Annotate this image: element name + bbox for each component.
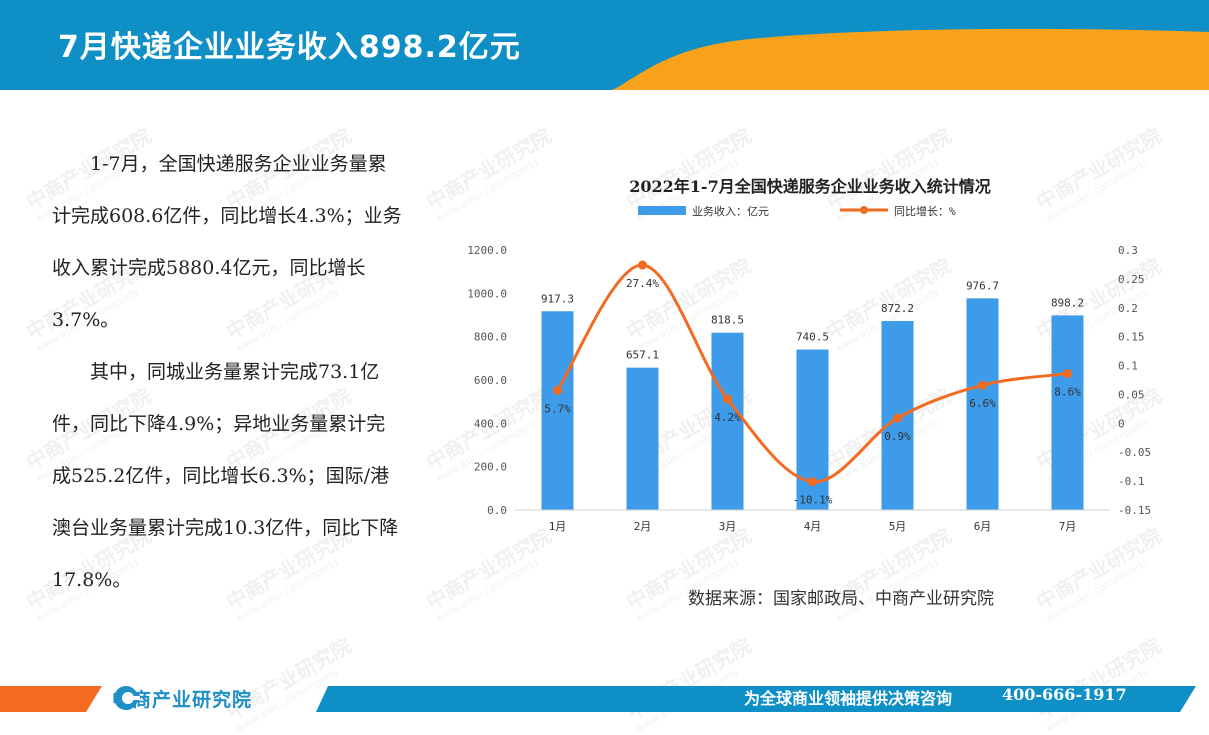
combo-chart: 业务收入：亿元 同比增长：% 0.0 200.0 400.0 600.0 800.0 1000… (467, 204, 1151, 533)
legend-label-bar: 业务收入：亿元 (692, 204, 769, 218)
summary-paragraph-1: 1-7月，全国快递服务企业业务量累计完成608.6亿件，同比增长4.3%；业务收… (52, 153, 402, 331)
x-tick-label: 3月 (719, 520, 737, 533)
growth-point-2 (638, 260, 647, 270)
header-background (0, 0, 1209, 90)
bar-value-label: 818.5 (711, 314, 744, 327)
y-right-tick-label: 0 (1118, 417, 1125, 430)
growth-point-1 (553, 385, 562, 395)
x-tick-label: 4月 (804, 520, 822, 533)
y-left-tick-label: 600.0 (474, 374, 507, 387)
footer-slogan: 为全球商业领袖提供决策咨询 (744, 689, 953, 708)
bar-value-label: 976.7 (966, 279, 999, 292)
y-right-tick-label: 0.3 (1118, 244, 1138, 257)
y-right-tick-label: 0.1 (1118, 360, 1138, 373)
chart-title: 2022年1-7月全国快递服务企业业务收入统计情况 (629, 177, 991, 196)
growth-point-6 (978, 380, 987, 390)
y-right-tick-label: 0.25 (1118, 273, 1145, 286)
company-logo: 中商产业研究院 (112, 684, 252, 712)
footer-phone: 400-666-1917 (1002, 685, 1127, 704)
bar-value-label: 657.1 (626, 349, 659, 362)
x-tick-label: 1月 (549, 520, 567, 533)
bar-6 (966, 298, 999, 510)
y-left-tick-label: 1200.0 (467, 244, 507, 257)
logo-icon (114, 686, 140, 710)
growth-value-label: 27.4% (626, 277, 659, 290)
growth-value-label: 6.6% (969, 397, 996, 410)
legend-label-line: 同比增长：% (894, 204, 956, 218)
y-right-tick-label: -0.05 (1118, 446, 1151, 459)
summary-text: 1-7月，全国快递服务企业业务量累计完成608.6亿件，同比增长4.3%；业务收… (52, 138, 404, 606)
bar-2 (626, 367, 659, 510)
logo-text: 中商产业研究院 (112, 688, 253, 711)
bar-value-label: 917.3 (541, 292, 574, 305)
growth-value-label: 0.9% (884, 430, 911, 443)
bar-7 (1051, 315, 1084, 510)
x-tick-label: 6月 (974, 520, 992, 533)
growth-value-label: 8.6% (1054, 386, 1081, 399)
legend-swatch-bar (638, 206, 686, 215)
y-right-tick-label: 0.05 (1118, 388, 1145, 401)
footer-background (0, 686, 1196, 712)
footer-bar: 中商产业研究院 为全球商业领袖提供决策咨询 400-666-1917 (0, 680, 1209, 718)
y-left-tick-label: 800.0 (474, 331, 507, 344)
x-tick-label: 2月 (634, 520, 652, 533)
bar-value-label: 898.2 (1051, 296, 1084, 309)
y-right-tick-label: 0.2 (1118, 302, 1138, 315)
y-left-tick-label: 200.0 (474, 461, 507, 474)
y-right-tick-label: 0.15 (1118, 331, 1145, 344)
bar-3 (711, 332, 744, 510)
data-source: 数据来源：国家邮政局、中商产业研究院 (688, 589, 994, 609)
growth-value-label: -10.1% (793, 494, 833, 507)
header-banner: 7月快递企业业务收入898.2亿元 (0, 0, 1209, 90)
y-right-tick-label: -0.1 (1118, 475, 1145, 488)
y-left-tick-label: 400.0 (474, 417, 507, 430)
summary-paragraph-2: 其中，同城业务量累计完成73.1亿件，同比下降4.9%；异地业务量累计完成525… (52, 361, 399, 591)
growth-value-label: 5.7% (544, 402, 571, 415)
growth-point-7 (1063, 369, 1072, 379)
y-left-tick-label: 1000.0 (467, 287, 507, 300)
growth-point-4 (808, 477, 817, 487)
legend-marker-line (860, 206, 868, 214)
y-left-tick-label: 0.0 (487, 504, 507, 517)
bar-1 (541, 311, 574, 510)
x-tick-label: 7月 (1059, 520, 1077, 533)
x-tick-label: 5月 (889, 520, 907, 533)
y-right-tick-label: -0.15 (1118, 504, 1151, 517)
growth-point-5 (893, 413, 902, 423)
page-title: 7月快递企业业务收入898.2亿元 (58, 30, 521, 65)
bar-value-label: 740.5 (796, 331, 829, 344)
growth-value-label: 4.2% (714, 411, 741, 424)
growth-point-3 (723, 394, 732, 404)
bar-value-label: 872.2 (881, 302, 914, 315)
